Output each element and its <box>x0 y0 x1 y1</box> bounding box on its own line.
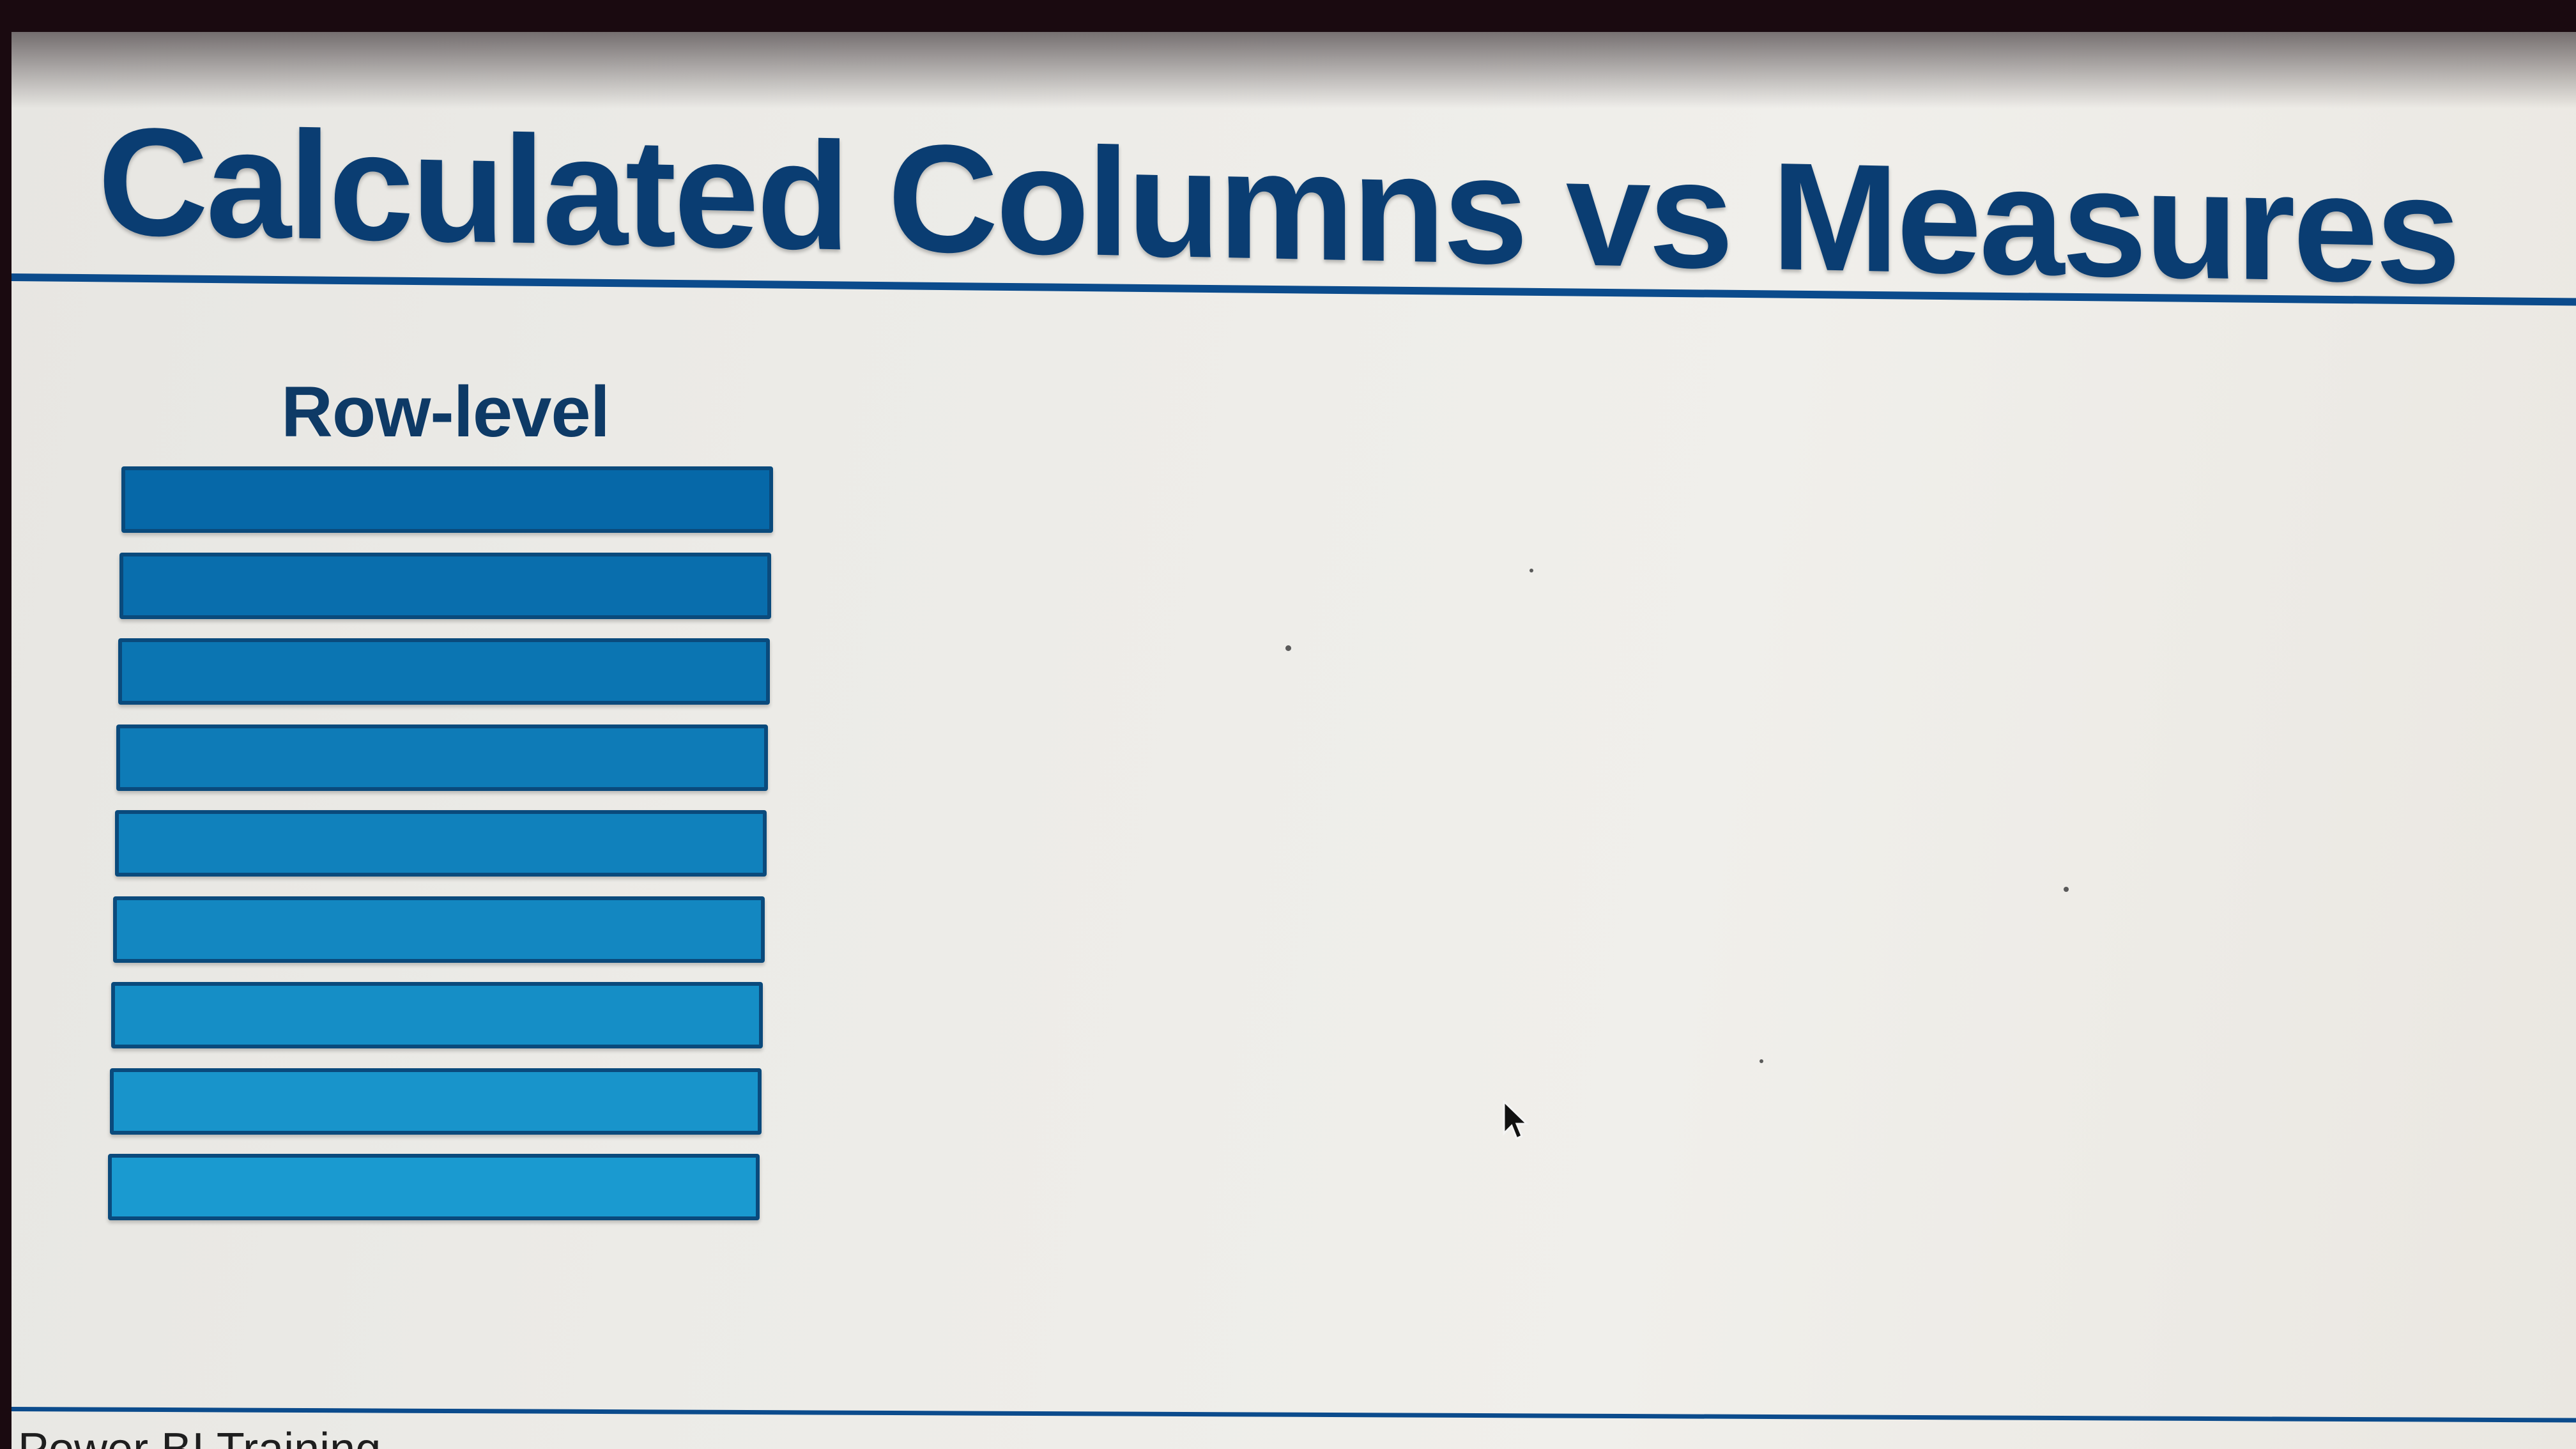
row-bar <box>113 896 765 963</box>
row-bar <box>111 982 763 1048</box>
row-bar <box>116 724 769 791</box>
footer-label: Power BI Training <box>18 1423 381 1449</box>
row-bar <box>118 638 770 705</box>
row-bar <box>108 1154 760 1220</box>
dust-speck <box>1529 569 1533 572</box>
dust-speck <box>1285 645 1291 651</box>
row-bar <box>119 552 772 619</box>
dust-speck <box>2064 887 2069 892</box>
row-bar <box>114 810 767 877</box>
footer-divider <box>12 1407 2576 1423</box>
row-bar <box>109 1068 762 1135</box>
dust-speck <box>1759 1059 1763 1063</box>
mouse-pointer-icon <box>1503 1100 1529 1140</box>
row-bar <box>121 466 773 533</box>
row-level-heading: Row-level <box>281 372 610 452</box>
screen-edge-shadow <box>12 32 2576 109</box>
monitor-screen: Calculated Columns vs Measures Row-level… <box>12 32 2576 1449</box>
